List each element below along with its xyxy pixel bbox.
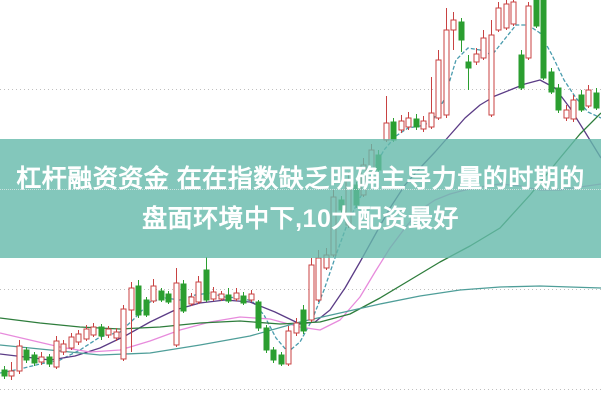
candle	[38, 352, 45, 365]
candle	[420, 116, 427, 132]
candle	[83, 325, 90, 341]
candle	[525, 2, 532, 60]
candle	[158, 288, 165, 302]
candle	[105, 326, 112, 338]
candle	[533, 0, 540, 28]
headline-line-1: 杠杆融资资金 在在指数缺乏明确主导力量的时期的	[16, 164, 585, 193]
candle	[150, 279, 157, 303]
headline-line-2: 盘面环境中下,10大配资最好	[142, 204, 459, 233]
candle	[285, 326, 292, 366]
candle	[75, 330, 82, 345]
candle	[540, 0, 547, 80]
candle	[90, 323, 97, 337]
candle	[8, 362, 15, 380]
candle	[555, 84, 562, 113]
candle	[548, 68, 555, 94]
candle	[218, 291, 225, 301]
candle	[435, 50, 442, 120]
candle	[135, 280, 142, 318]
candle	[203, 257, 210, 302]
candle	[120, 305, 127, 361]
candle	[488, 20, 495, 117]
candle	[510, 0, 517, 26]
candle	[315, 250, 322, 302]
candle	[585, 85, 592, 108]
candle	[518, 50, 525, 90]
candle	[188, 293, 195, 306]
candle	[240, 292, 247, 305]
candle	[173, 268, 180, 347]
candle	[46, 354, 53, 367]
candle	[300, 305, 307, 334]
candle	[263, 325, 270, 353]
headline-banner: 杠杆融资资金 在在指数缺乏明确主导力量的时期的 盘面环境中下,10大配资最好	[0, 139, 601, 258]
candle	[210, 287, 217, 301]
candle	[255, 300, 262, 331]
candle	[563, 105, 570, 121]
candle	[68, 333, 75, 350]
candle	[23, 347, 30, 363]
candle	[428, 77, 435, 129]
candle	[450, 12, 457, 50]
candle	[180, 280, 187, 313]
candle	[53, 336, 60, 369]
candle	[225, 288, 232, 303]
candle	[16, 340, 23, 374]
candle	[503, 0, 510, 30]
candle	[113, 328, 120, 341]
candle	[31, 352, 38, 366]
candle	[570, 95, 577, 122]
candle	[278, 352, 285, 366]
candle	[98, 324, 105, 340]
candle	[270, 347, 277, 363]
candle	[593, 88, 600, 110]
candle	[143, 297, 150, 317]
candle	[398, 115, 405, 133]
candle	[383, 96, 390, 142]
candle	[443, 8, 450, 118]
candle	[233, 288, 240, 301]
candle	[458, 18, 465, 52]
candle	[480, 30, 487, 60]
candle	[165, 291, 172, 304]
candle	[308, 258, 315, 322]
candle	[465, 55, 472, 90]
candle	[413, 114, 420, 130]
candle	[578, 90, 585, 112]
candle	[1, 366, 8, 379]
candle	[128, 282, 135, 352]
candle	[248, 290, 255, 302]
candle	[60, 340, 67, 355]
ma-slow-teal	[0, 285, 601, 356]
candle	[495, 2, 502, 32]
candle	[293, 318, 300, 336]
candle	[195, 276, 202, 304]
candle	[473, 48, 480, 65]
candle	[405, 112, 412, 130]
